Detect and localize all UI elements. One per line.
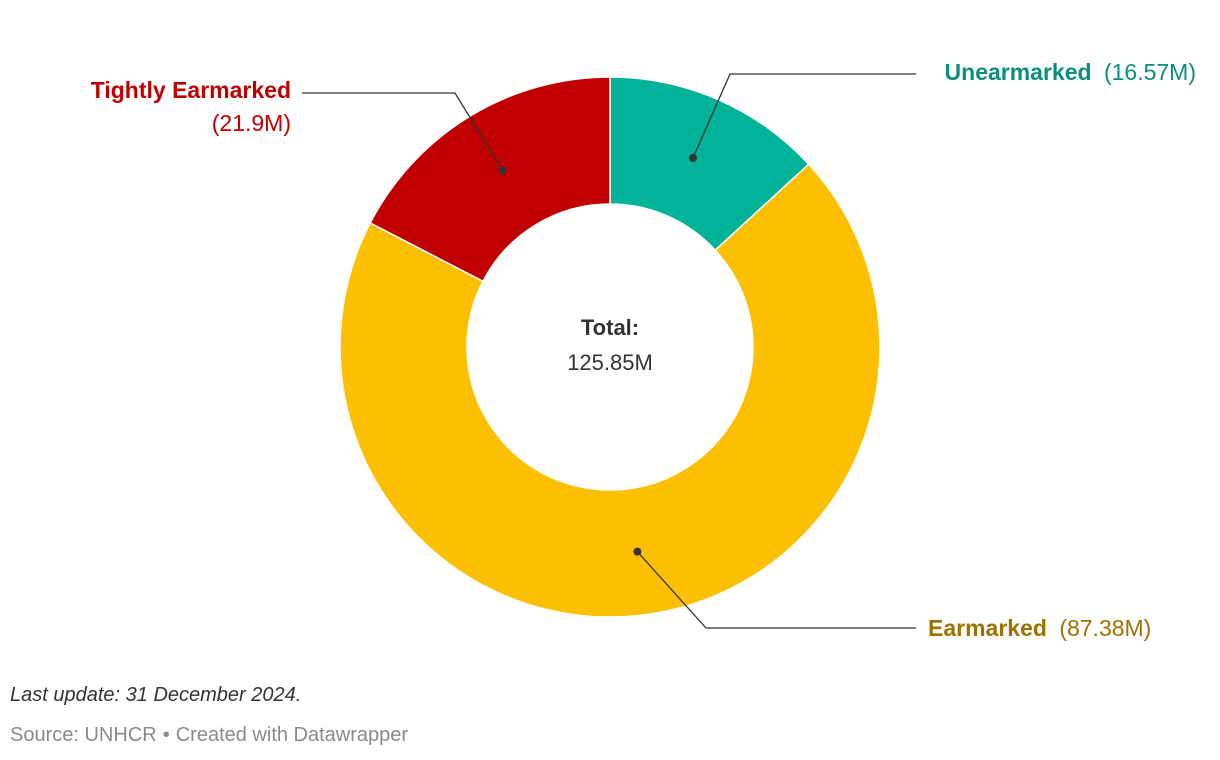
center-total-value: 125.85M [567, 350, 653, 375]
slice-label-unearmarked: Unearmarked (16.57M) [945, 59, 1196, 85]
slice-label-tightly-earmarked-name: Tightly Earmarked [91, 77, 291, 103]
slice-unearmarked [609, 76, 810, 252]
slice-tightly-earmarked [369, 76, 611, 283]
slice-label-tightly-earmarked-value: (21.9M) [212, 110, 291, 136]
slice-name: Earmarked [928, 615, 1047, 641]
slice-label-earmarked: Earmarked (87.38M) [928, 615, 1151, 641]
callout-dot [498, 166, 507, 175]
last-update-note: Last update: 31 December 2024. [10, 684, 302, 706]
callout-dot [689, 153, 698, 162]
slice-value: (16.57M) [1104, 59, 1196, 85]
slice-value: (87.38M) [1059, 615, 1151, 641]
separator-dot: • [162, 724, 170, 746]
callout-line [636, 551, 916, 629]
callout-dot [633, 547, 642, 556]
source-text: Source: UNHCR [10, 724, 157, 746]
datawrapper-credit-link[interactable]: Created with Datawrapper [175, 724, 409, 746]
slice-name: Unearmarked [945, 59, 1092, 85]
donut-slices [339, 76, 881, 618]
donut-chart: Total: 125.85M Unearmarked (16.57M) Earm… [91, 59, 1196, 641]
callout-line [692, 73, 916, 159]
callout-lines [302, 73, 916, 629]
center-total-label: Total: [581, 315, 639, 340]
callout-line [302, 92, 504, 171]
source-line: Source: UNHCR • Created with Datawrapper [10, 724, 408, 747]
